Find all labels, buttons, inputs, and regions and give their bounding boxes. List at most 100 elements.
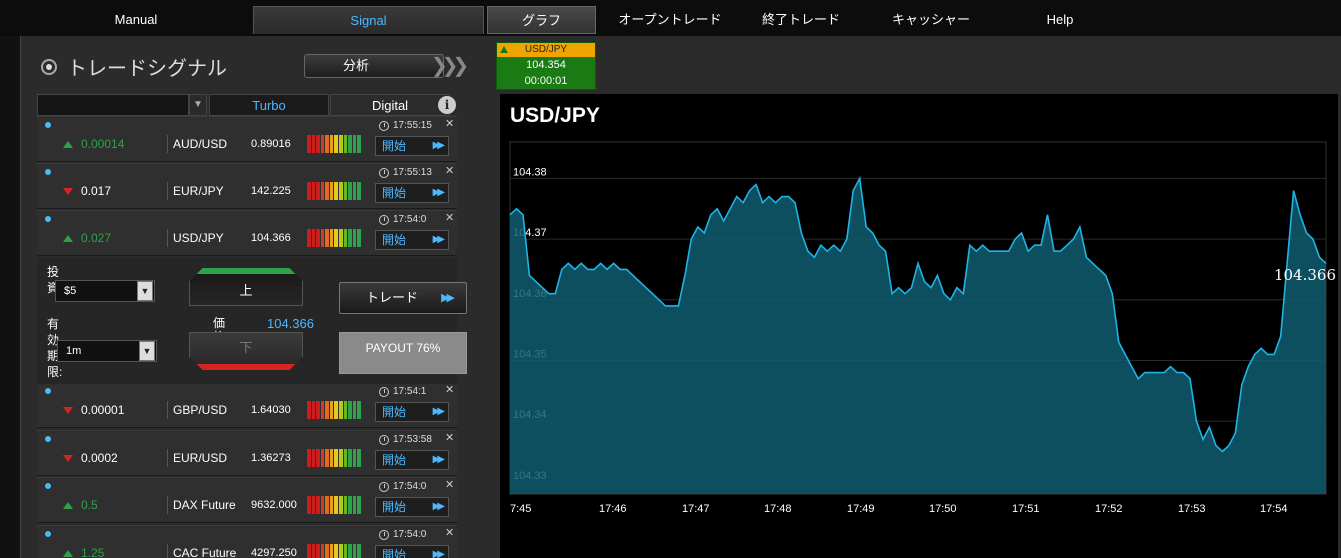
chart-panel: USD/JPY 104.354 00:00:01 104.38104.37104… bbox=[488, 36, 1341, 558]
x-tick-label: 17:46 bbox=[599, 503, 627, 515]
strength-bar bbox=[307, 229, 311, 247]
tab-digital[interactable]: Digital bbox=[330, 94, 450, 116]
close-icon[interactable]: ✕ bbox=[445, 212, 455, 224]
strength-bar bbox=[320, 496, 325, 514]
start-button[interactable]: 開始 ▶▶ bbox=[375, 545, 449, 558]
x-tick-label: 17:54 bbox=[1260, 503, 1288, 515]
close-icon[interactable]: ✕ bbox=[445, 118, 455, 130]
trade-box: 投資: $5 ▼ 有効期限: 1m ▼ 上 価格 104.366 下 トレード … bbox=[37, 258, 467, 384]
strength-bar bbox=[339, 544, 343, 558]
tab-turbo[interactable]: Turbo bbox=[209, 94, 329, 116]
strength-bar bbox=[325, 496, 329, 514]
clock-icon bbox=[379, 214, 389, 225]
strength-bar bbox=[320, 229, 325, 247]
strength-bar bbox=[348, 496, 352, 514]
signal-price: 0.89016 bbox=[251, 138, 291, 150]
strength-bar bbox=[320, 401, 325, 419]
strength-bar bbox=[357, 135, 361, 153]
strength-bar bbox=[325, 449, 329, 467]
tab-graph[interactable]: グラフ bbox=[487, 6, 596, 34]
start-button[interactable]: 開始 ▶▶ bbox=[375, 230, 449, 250]
put-button[interactable]: 下 bbox=[189, 332, 303, 370]
strength-bar bbox=[343, 135, 348, 153]
divider bbox=[167, 401, 168, 419]
start-button[interactable]: 開始 ▶▶ bbox=[375, 183, 449, 203]
tab-cashier[interactable]: キャッシャー bbox=[891, 12, 970, 27]
chevron-down-icon[interactable]: ▼ bbox=[137, 281, 153, 301]
info-icon[interactable]: i bbox=[438, 96, 456, 114]
divider bbox=[167, 496, 168, 514]
tab-help[interactable]: Help bbox=[1046, 12, 1074, 27]
start-button[interactable]: 開始 ▶▶ bbox=[375, 497, 449, 517]
tab-manual[interactable]: Manual bbox=[114, 12, 158, 27]
arrow-down-icon bbox=[63, 188, 73, 195]
signal-time-text: 17:55:15 bbox=[393, 120, 432, 131]
signal-time-text: 17:54:1 bbox=[393, 386, 427, 397]
start-button[interactable]: 開始 ▶▶ bbox=[375, 402, 449, 422]
strength-bar bbox=[311, 182, 316, 200]
tab-open-trades[interactable]: オープントレード bbox=[618, 12, 722, 27]
chart-svg: 104.38104.37104.36104.35104.34104.337:45… bbox=[509, 141, 1336, 515]
chevrons-icon: ❯❯❯ bbox=[431, 55, 469, 77]
current-value-label: 104.366 bbox=[1274, 266, 1336, 284]
call-button[interactable]: 上 bbox=[189, 268, 303, 306]
signal-row: 17:55:15 ✕ 0.00014 AUD/USD 0.89016 開始 ▶▶ bbox=[37, 116, 457, 162]
divider bbox=[167, 229, 168, 247]
strength-bar bbox=[348, 182, 352, 200]
signal-price: 142.225 bbox=[251, 185, 291, 197]
signal-time-text: 17:54:0 bbox=[393, 529, 427, 540]
strength-bar bbox=[329, 401, 334, 419]
strength-bar bbox=[352, 496, 357, 514]
y-tick-label: 104.38 bbox=[513, 166, 547, 178]
strength-bar bbox=[311, 229, 316, 247]
strength-bar bbox=[343, 496, 348, 514]
asset-tab[interactable]: USD/JPY 104.354 00:00:01 bbox=[496, 42, 596, 90]
start-button-label: 開始 bbox=[382, 233, 407, 247]
strength-bar bbox=[307, 496, 311, 514]
tab-signal[interactable]: Signal bbox=[253, 6, 484, 34]
double-arrow-icon: ▶▶ bbox=[432, 549, 446, 558]
x-tick-label: 17:48 bbox=[764, 503, 792, 515]
strength-bar bbox=[320, 182, 325, 200]
signal-price: 4297.250 bbox=[251, 547, 297, 558]
strength-bar bbox=[352, 449, 357, 467]
strength-bar bbox=[352, 544, 357, 558]
close-icon[interactable]: ✕ bbox=[445, 165, 455, 177]
signal-change: 0.00014 bbox=[81, 137, 125, 151]
strength-bar bbox=[311, 401, 316, 419]
status-dot bbox=[45, 436, 51, 442]
strength-bar bbox=[334, 449, 339, 467]
start-button[interactable]: 開始 ▶▶ bbox=[375, 450, 449, 470]
strength-bar bbox=[348, 135, 352, 153]
chevron-down-icon[interactable]: ▼ bbox=[189, 94, 207, 116]
strength-bar bbox=[357, 182, 361, 200]
close-icon[interactable]: ✕ bbox=[445, 432, 455, 444]
signal-time: 17:54:1 bbox=[379, 386, 426, 397]
strength-meter bbox=[307, 229, 361, 247]
strength-bar bbox=[339, 135, 343, 153]
signal-time: 17:54:0 bbox=[379, 481, 426, 492]
analysis-button[interactable]: 分析 bbox=[304, 54, 444, 78]
tab-closed-trades[interactable]: 終了トレード bbox=[761, 12, 840, 27]
start-button-label: 開始 bbox=[382, 139, 407, 153]
expiry-select[interactable]: 1m bbox=[57, 340, 157, 362]
chevron-down-icon[interactable]: ▼ bbox=[139, 341, 155, 361]
strength-bar bbox=[307, 449, 311, 467]
start-button[interactable]: 開始 ▶▶ bbox=[375, 136, 449, 156]
strength-bar bbox=[325, 135, 329, 153]
status-dot bbox=[45, 169, 51, 175]
asset-filter-dropdown[interactable] bbox=[37, 94, 189, 116]
double-arrow-icon: ▶▶ bbox=[432, 140, 446, 151]
invest-select[interactable]: $5 bbox=[55, 280, 155, 302]
strength-bar bbox=[343, 544, 348, 558]
clock-icon bbox=[379, 529, 389, 540]
signal-time-text: 17:53:58 bbox=[393, 434, 432, 445]
close-icon[interactable]: ✕ bbox=[445, 527, 455, 539]
close-icon[interactable]: ✕ bbox=[445, 479, 455, 491]
signal-panel: トレードシグナル 分析 ❯❯❯ ▼ Turbo Digital i 17:55:… bbox=[20, 36, 488, 558]
close-icon[interactable]: ✕ bbox=[445, 384, 455, 396]
trade-button[interactable]: トレード ▶▶ bbox=[339, 282, 467, 314]
trade-button-label: トレード bbox=[366, 290, 419, 305]
double-arrow-icon: ▶▶ bbox=[432, 187, 446, 198]
strength-bar bbox=[357, 401, 361, 419]
